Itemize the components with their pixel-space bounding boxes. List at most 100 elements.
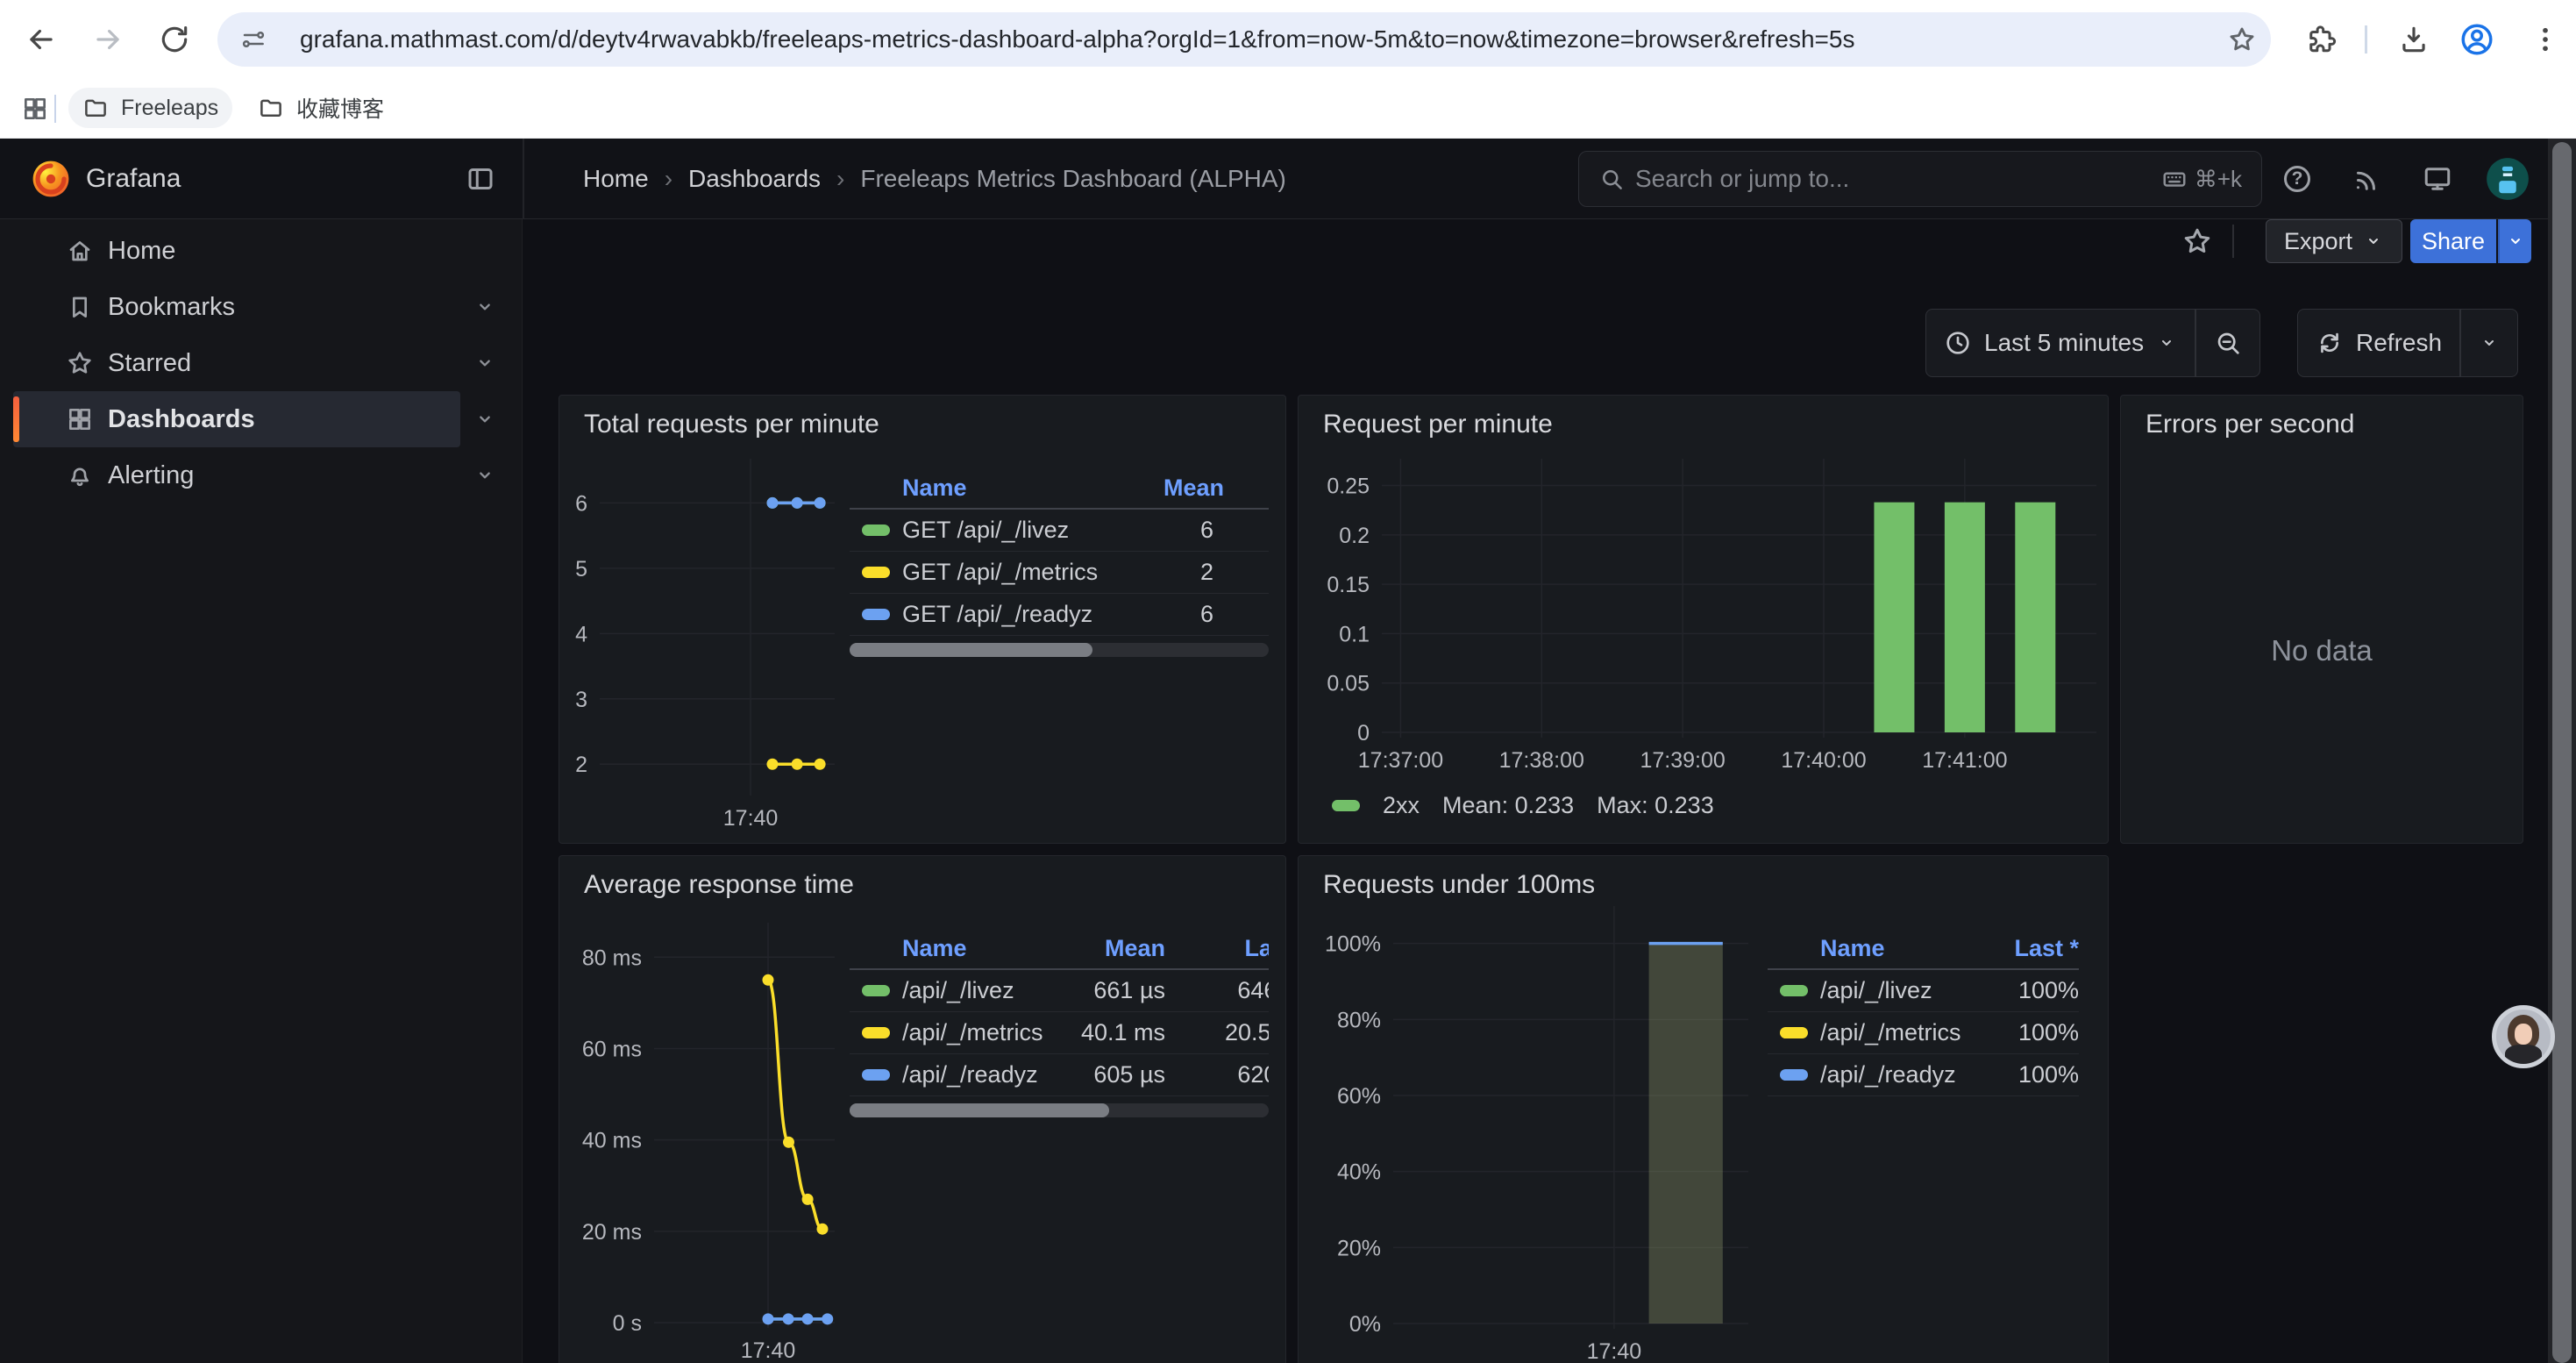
back-icon[interactable] [25,23,58,56]
table-scrollbar[interactable] [850,643,1269,657]
refresh-group: Refresh [2297,309,2518,377]
sidebar-nav: Home Bookmarks Starred Dashboards [0,219,523,1363]
col-name[interactable]: Name [902,935,1056,962]
home-icon [66,237,94,265]
sidebar-item-label: Starred [108,349,191,378]
svg-text:60 ms: 60 ms [582,1037,642,1061]
search-input[interactable]: Search or jump to... ⌘+k [1578,151,2262,207]
legend-row[interactable]: /api/_/metrics 100% [1768,1012,2079,1054]
legend-row[interactable]: GET /api/_/livez 6 [850,510,1269,552]
bookmark-icon [66,293,94,321]
series-color-pill [862,567,890,578]
help-icon[interactable] [2281,163,2313,195]
chart-legend[interactable]: 2xx Mean: 0.233 Max: 0.233 [1332,792,1714,819]
breadcrumb-home[interactable]: Home [583,165,649,193]
breadcrumb-current: Freeleaps Metrics Dashboard (ALPHA) [860,165,1286,193]
bookmark-label: 收藏博客 [296,92,384,124]
profile-icon[interactable] [2459,21,2495,58]
grafana-header: Grafana Home › Dashboards › Freeleaps Me… [0,139,2576,219]
download-icon[interactable] [2397,23,2430,56]
dock-menu-icon[interactable] [465,163,496,195]
svg-text:4: 4 [575,622,587,646]
panel-title[interactable]: Request per minute [1323,410,1553,439]
brand-name[interactable]: Grafana [86,139,181,219]
sidebar-item-home[interactable]: Home [13,223,460,279]
legend-row[interactable]: /api/_/livez 661 µs 646 µs [850,970,1269,1012]
share-button[interactable]: Share [2410,219,2496,263]
keyboard-icon [2161,166,2188,192]
table-scrollbar[interactable] [850,1103,1269,1117]
legend-row[interactable]: GET /api/_/readyz 6 [850,594,1269,636]
extensions-icon[interactable] [2305,24,2337,55]
legend-row[interactable]: GET /api/_/metrics 2 [850,552,1269,594]
panel-request-per-minute: 0.250.20.150.10.05017:37:0017:38:0017:39… [1298,395,2109,844]
bell-icon [66,461,94,489]
bookmark-star-icon[interactable] [2227,25,2257,54]
floating-assistant-avatar[interactable] [2492,1005,2555,1068]
request-per-minute-chart[interactable]: 0.250.20.150.10.05017:37:0017:38:0017:39… [1299,396,2110,845]
address-bar[interactable]: grafana.mathmast.com/d/deytv4rwavabkb/fr… [217,12,2271,67]
bookmark-folder-freeleaps[interactable]: Freeleaps [68,88,232,128]
sidebar-item-dashboards[interactable]: Dashboards [13,391,460,447]
sidebar-item-label: Home [108,237,175,266]
site-settings-icon[interactable] [240,26,267,53]
star-icon [66,349,94,377]
col-mean[interactable]: Mean [1056,935,1165,962]
svg-text:0.15: 0.15 [1327,573,1370,597]
breadcrumb-dashboards[interactable]: Dashboards [688,165,821,193]
chevron-down-icon[interactable] [460,295,509,319]
monitor-icon[interactable] [2422,163,2453,195]
page-scrollbar[interactable] [2548,139,2576,1363]
folder-icon [82,95,109,121]
panel-title[interactable]: Requests under 100ms [1323,870,1595,900]
legend-row[interactable]: /api/_/metrics 40.1 ms 20.5 ms [850,1012,1269,1054]
bookmark-label: Freeleaps [121,96,218,121]
search-icon [1598,166,1625,192]
zoom-out-button[interactable] [2196,310,2259,376]
legend-table: Name Mean GET /api/_/livez 6 GET /api/_/… [850,467,1269,636]
panel-title[interactable]: Total requests per minute [584,410,879,439]
forward-icon[interactable] [91,23,125,56]
chevron-down-icon[interactable] [460,351,509,375]
time-range-picker[interactable]: Last 5 minutes [1926,310,2195,376]
col-name[interactable]: Name [1820,935,1982,962]
refresh-button[interactable]: Refresh [2298,310,2459,376]
sidebar-item-starred[interactable]: Starred [13,335,460,391]
refresh-interval-button[interactable] [2461,310,2517,376]
menu-kebab-icon[interactable] [2529,23,2562,56]
panel-requests-under-100ms: 100%80%60%40%20%0%17:40 Requests under 1… [1298,855,2109,1363]
col-last[interactable]: Last * [1165,935,1269,962]
svg-text:80 ms: 80 ms [582,946,642,970]
breadcrumb: Home › Dashboards › Freeleaps Metrics Da… [583,139,1286,219]
grafana-logo-icon[interactable] [30,158,72,200]
legend-row[interactable]: /api/_/livez 100% [1768,970,2079,1012]
svg-text:17:40:00: 17:40:00 [1781,748,1866,773]
panel-title[interactable]: Errors per second [2145,410,2354,439]
url-text[interactable]: grafana.mathmast.com/d/deytv4rwavabkb/fr… [300,12,2211,67]
panel-title[interactable]: Average response time [584,870,854,900]
sidebar-item-bookmarks[interactable]: Bookmarks [13,279,460,335]
legend-header: Name Last * [1768,928,2079,970]
col-name[interactable]: Name [902,475,1163,502]
export-button[interactable]: Export [2266,219,2402,263]
share-menu-button[interactable] [2498,219,2531,263]
refresh-label: Refresh [2356,329,2442,357]
legend-mean: Mean: 0.233 [1442,792,1574,819]
legend-row[interactable]: /api/_/readyz 605 µs 620 µs [850,1054,1269,1096]
series-color-pill [1780,1069,1808,1081]
svg-text:0.25: 0.25 [1327,475,1370,499]
reload-icon[interactable] [158,23,191,56]
apps-grid-icon[interactable] [21,95,49,123]
chevron-down-icon[interactable] [460,407,509,432]
bookmark-folder-blogs[interactable]: 收藏博客 [244,88,398,128]
svg-text:20%: 20% [1337,1236,1381,1260]
series-color-pill [862,985,890,996]
sidebar-item-alerting[interactable]: Alerting [13,447,460,503]
chevron-down-icon[interactable] [460,463,509,488]
user-avatar[interactable] [2485,156,2530,202]
col-mean[interactable]: Mean [1163,475,1269,502]
legend-row[interactable]: /api/_/readyz 100% [1768,1054,2079,1096]
favorite-star-icon[interactable] [2181,225,2213,257]
col-last[interactable]: Last * [1982,935,2079,962]
news-rss-icon[interactable] [2352,163,2383,195]
